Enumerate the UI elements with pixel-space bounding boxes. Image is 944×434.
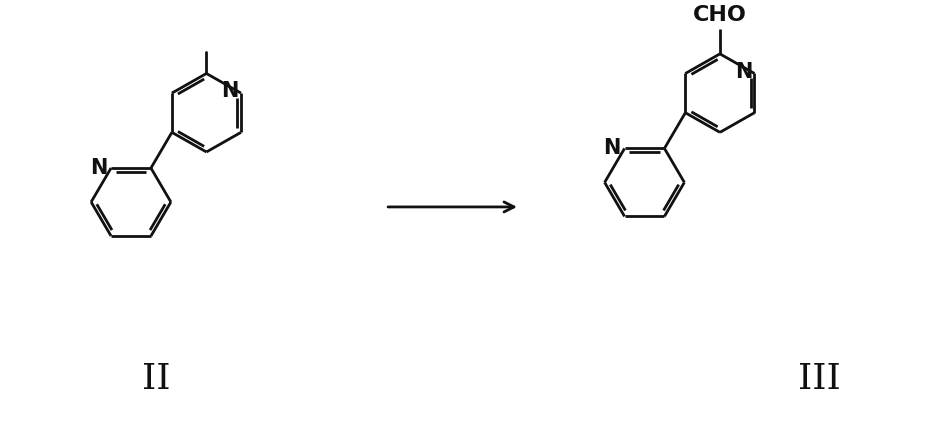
Text: N: N [90, 158, 107, 178]
Text: N: N [602, 138, 620, 158]
Text: N: N [221, 81, 239, 101]
Text: N: N [734, 62, 751, 82]
Text: CHO: CHO [692, 5, 746, 26]
Text: III: III [797, 362, 839, 396]
Text: II: II [142, 362, 170, 396]
